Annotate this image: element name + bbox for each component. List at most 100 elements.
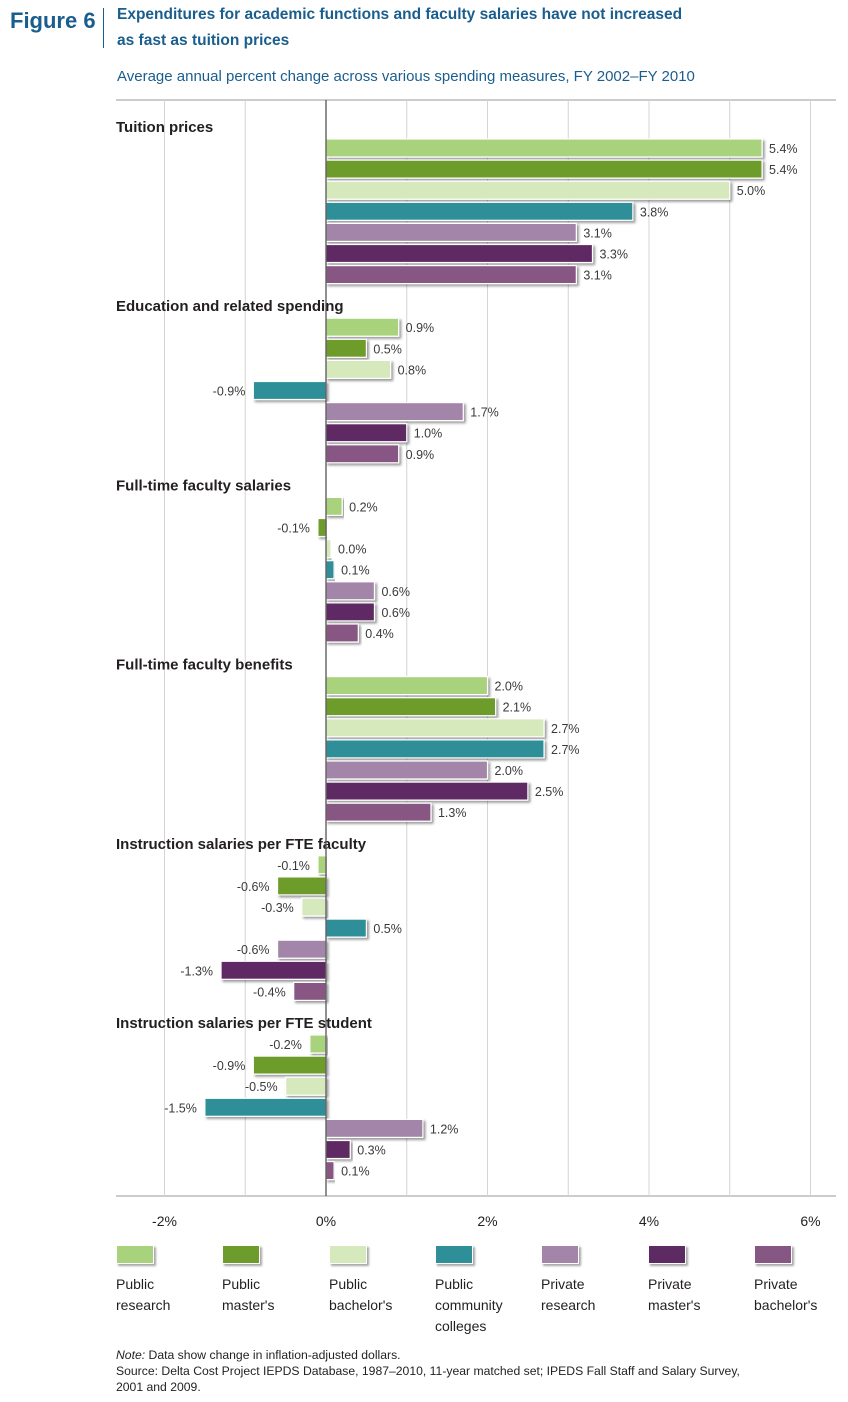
legend-label: Public master's [222,1274,332,1316]
legend-swatch [116,1245,154,1264]
data-label: 5.0% [737,184,766,198]
data-label: -0.6% [237,943,270,957]
data-label: 2.0% [495,764,524,778]
bar [204,1097,327,1117]
legend-item: Public master's [222,1245,332,1316]
figure-divider [103,8,104,48]
note-text: Data show change in inflation-adjusted d… [145,1348,401,1362]
data-label: -0.1% [277,522,310,536]
bar [276,876,327,896]
bar [325,338,367,358]
data-label: 2.7% [551,743,580,757]
data-label: -1.5% [164,1101,197,1115]
bar [325,359,392,379]
x-tick-label: 6% [800,1213,820,1229]
legend-label: Public bachelor's [329,1274,439,1316]
data-label: 0.5% [373,922,402,936]
source-line-1: Source: Delta Cost Project IEPDS Databas… [116,1364,740,1378]
data-label: 0.8% [398,363,427,377]
x-tick-label: 4% [639,1213,659,1229]
bar [325,243,594,264]
legend-label-line: master's [648,1297,701,1313]
data-label: 5.4% [769,163,798,177]
legend-label-line: Public [435,1276,474,1292]
legend-label-line: Private [648,1276,692,1292]
chart-subtitle: Average annual percent change across var… [117,68,695,85]
legend-label: Public community colleges [435,1274,545,1337]
data-label: 1.0% [414,427,443,441]
legend-item: Private research [541,1245,651,1316]
data-label: 0.1% [341,1165,370,1179]
data-label: 3.3% [599,248,628,262]
bar [252,1055,327,1075]
data-label: 2.5% [535,785,564,799]
bar [325,222,577,242]
legend-label-line: research [116,1297,171,1313]
data-label: -0.6% [237,880,270,894]
legend-label: Private master's [648,1274,758,1316]
data-label: -0.9% [213,1059,246,1073]
legend-label-line: community [435,1297,503,1313]
data-label: 1.3% [438,806,467,820]
data-label: 0.6% [381,585,410,599]
data-label: 0.9% [406,448,435,462]
bar [325,159,763,179]
bar [325,581,376,601]
data-label: 0.1% [341,564,370,578]
x-tick-label: 2% [477,1213,497,1229]
legend-label-line: Private [754,1276,798,1292]
group-title: Full-time faculty salaries [116,477,291,494]
legend-item: Public community colleges [435,1245,545,1337]
source-line-2: 2001 and 2009. [116,1380,201,1394]
legend-swatch [435,1245,473,1264]
data-label: -0.9% [213,385,246,399]
bar [325,560,335,580]
x-tick-label: 0% [316,1213,336,1229]
bar [325,444,400,464]
bar [252,380,327,401]
data-label: 0.9% [406,321,435,335]
bar [325,496,343,516]
legend-swatch [329,1245,367,1264]
bar [325,265,577,285]
legend-label-line: bachelor's [329,1297,393,1313]
data-label: 3.8% [640,205,669,219]
data-label: 0.6% [381,606,410,620]
legend-item: Private bachelor's [754,1245,848,1316]
data-label: -0.5% [245,1080,278,1094]
group-title: Instruction salaries per FTE student [116,1015,372,1032]
data-label: 0.3% [357,1144,386,1158]
bar [293,981,327,1002]
legend-label-line: Public [116,1276,155,1292]
legend-label: Private research [541,1274,651,1316]
bar [276,939,327,959]
bar [325,1160,335,1181]
bar [325,623,359,643]
data-label: 2.7% [551,722,580,736]
data-label: 3.1% [583,226,612,240]
figure-label: Figure 6 [10,8,96,33]
data-label: 2.1% [503,701,532,715]
data-label: 1.7% [470,406,499,420]
data-label: -0.1% [277,859,310,873]
bar [220,960,327,980]
legend-label: Private bachelor's [754,1274,848,1316]
data-label: 0.5% [373,342,402,356]
bar [325,317,400,337]
data-label: 3.1% [583,269,612,283]
note: Note: Data show change in inflation-adju… [116,1348,401,1362]
bar [325,138,763,158]
bar [317,517,327,538]
bar [325,739,545,759]
bar [285,1076,327,1096]
legend-swatch [754,1245,792,1264]
group-title: Full-time faculty benefits [116,657,293,674]
chart-title-line-2: as fast as tuition prices [117,32,290,49]
legend-swatch [648,1245,686,1264]
data-label: -0.2% [269,1038,302,1052]
data-label: 2.0% [495,680,524,694]
legend-label-line: Public [329,1276,368,1292]
legend-swatch [541,1245,579,1264]
legend-label-line: Public [222,1276,261,1292]
legend-label-line: master's [222,1297,275,1313]
